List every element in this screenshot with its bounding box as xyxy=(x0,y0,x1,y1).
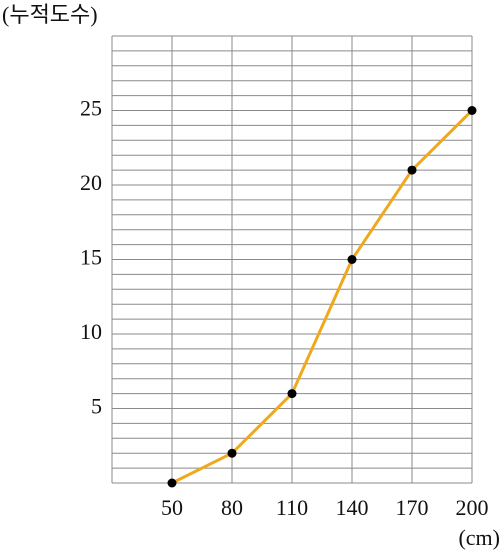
x-tick-label: 170 xyxy=(396,495,429,520)
data-point xyxy=(347,255,357,264)
x-tick-label: 200 xyxy=(456,495,489,520)
data-point xyxy=(287,389,297,399)
data-point xyxy=(167,478,177,488)
y-tick-label: 5 xyxy=(91,394,102,419)
data-point xyxy=(227,448,237,458)
y-tick-label: 25 xyxy=(80,96,102,121)
x-tick-label: 140 xyxy=(336,495,369,520)
y-tick-label: 15 xyxy=(80,245,102,270)
y-tick-label: 10 xyxy=(80,319,102,344)
data-point xyxy=(467,106,477,115)
x-tick-label: 110 xyxy=(276,495,308,520)
series-line xyxy=(171,109,474,485)
x-tick-label: 50 xyxy=(161,495,183,520)
x-axis-label: (cm) xyxy=(458,525,500,550)
data-point xyxy=(407,165,417,175)
y-tick-label: 20 xyxy=(80,170,102,195)
x-tick-label: 80 xyxy=(221,495,243,520)
y-axis-label: (누적도수) xyxy=(2,2,98,27)
